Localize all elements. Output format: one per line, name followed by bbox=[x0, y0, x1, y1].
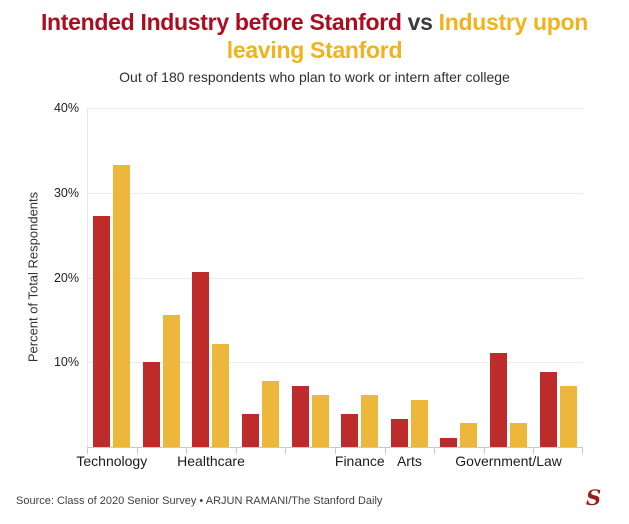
bar-group-finance bbox=[335, 108, 385, 447]
bar-leaving-6 bbox=[410, 399, 428, 447]
bar-leaving-4 bbox=[311, 395, 329, 447]
x-axis-tick-9 bbox=[533, 448, 535, 454]
x-axis-label-finance: Finance bbox=[334, 453, 385, 469]
gridline-20 bbox=[87, 277, 583, 279]
bar-intended-1 bbox=[142, 362, 160, 447]
x-axis-label-healthcare: Healthcare bbox=[177, 453, 245, 469]
bar-group-government-law bbox=[484, 108, 534, 447]
x-axis-tick-2 bbox=[186, 448, 188, 454]
x-axis-tick-7 bbox=[434, 448, 436, 454]
gridline-40 bbox=[87, 108, 583, 109]
bar-leaving-0 bbox=[113, 164, 131, 447]
bar-group-3 bbox=[236, 108, 286, 447]
chart-header: Intended Industry before Stanford vs Indus… bbox=[0, 8, 629, 85]
bar-intended-8 bbox=[490, 352, 508, 447]
y-tick-label-30: 30% bbox=[53, 185, 79, 200]
bar-group-4 bbox=[285, 108, 335, 447]
x-axis-tick-10 bbox=[582, 448, 583, 454]
x-axis-label-government-law: Government/Law bbox=[455, 453, 562, 469]
x-axis-label-arts: Arts bbox=[396, 453, 422, 469]
y-tick-label-20: 20% bbox=[53, 270, 79, 285]
x-axis-label-technology: Technology bbox=[76, 453, 148, 469]
x-axis-labels: Technology Healthcare Finance Arts Governmen… bbox=[76, 453, 583, 471]
chart-title: Intended Industry before Stanford vs Indus… bbox=[0, 8, 629, 64]
gridline-30 bbox=[87, 192, 583, 194]
title-leaving-part-line1: Industry upon bbox=[438, 9, 589, 35]
y-axis-tick-labels: 10% 20% 30% 40% bbox=[0, 101, 79, 447]
bar-group-arts bbox=[385, 108, 435, 447]
bar-leaving-2 bbox=[212, 343, 230, 447]
stanford-daily-logo: S bbox=[586, 485, 602, 510]
bar-leaving-1 bbox=[162, 314, 180, 447]
bar-intended-4 bbox=[291, 385, 309, 447]
title-intended-part: Intended Industry before Stanford bbox=[40, 9, 402, 35]
x-axis-tick-3 bbox=[235, 448, 237, 454]
bar-group-7 bbox=[434, 108, 484, 447]
source-note: Source: Class of 2020 Senior Survey • AR… bbox=[16, 495, 383, 507]
bar-group-1 bbox=[137, 108, 187, 447]
x-axis-tick-8 bbox=[483, 448, 485, 454]
gridline-10 bbox=[87, 362, 583, 364]
bar-intended-2 bbox=[192, 272, 210, 447]
title-leaving-part-line2: leaving Stanford bbox=[226, 37, 403, 63]
bar-intended-3 bbox=[242, 413, 260, 447]
bar-leaving-3 bbox=[262, 380, 280, 447]
bar-group-healthcare bbox=[186, 108, 236, 447]
y-tick-label-40: 40% bbox=[53, 101, 79, 115]
chart-subtitle: Out of 180 respondents who plan to work … bbox=[119, 69, 510, 85]
bar-group-technology bbox=[87, 108, 137, 447]
bar-leaving-8 bbox=[510, 423, 528, 447]
bar-intended-0 bbox=[93, 216, 111, 447]
y-tick-label-10: 10% bbox=[53, 355, 79, 370]
bar-intended-9 bbox=[539, 371, 557, 447]
bar-intended-7 bbox=[440, 437, 458, 447]
plot-area bbox=[87, 108, 583, 454]
bar-leaving-9 bbox=[559, 385, 577, 447]
x-axis-tick-6 bbox=[384, 448, 386, 454]
bar-intended-6 bbox=[390, 419, 408, 447]
x-axis-line bbox=[87, 447, 583, 448]
bar-intended-5 bbox=[341, 413, 359, 447]
title-vs: vs bbox=[407, 9, 433, 35]
bars-container bbox=[87, 108, 583, 447]
x-axis-tick-1 bbox=[136, 448, 138, 454]
bar-leaving-7 bbox=[460, 423, 478, 447]
bar-group-9 bbox=[533, 108, 583, 447]
x-axis-tick-5 bbox=[335, 448, 336, 454]
bar-leaving-5 bbox=[361, 395, 379, 447]
x-axis-tick-4 bbox=[285, 448, 287, 454]
x-axis-tick-0 bbox=[87, 448, 88, 454]
